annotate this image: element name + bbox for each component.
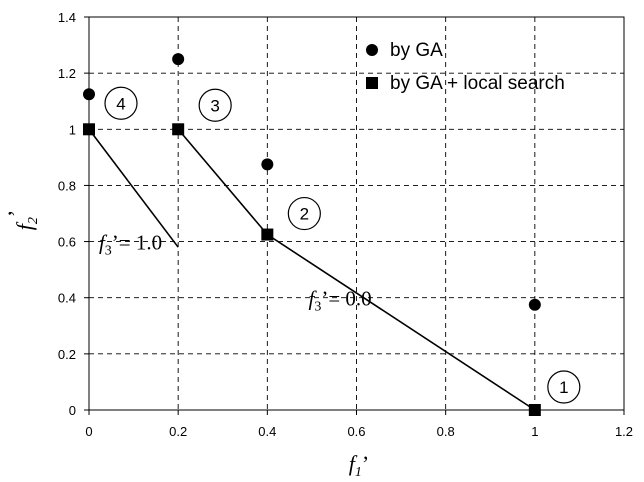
grid-lines <box>89 17 624 410</box>
x-tick-label: 0 <box>85 424 92 439</box>
point-label-circle <box>104 86 138 120</box>
x-tick-label: 0.8 <box>437 424 455 439</box>
point-label-number: 2 <box>300 205 309 224</box>
data-point-by-ga-local-search <box>528 404 541 416</box>
legend-marker-by-ga <box>366 44 378 56</box>
data-point-by-ga <box>172 53 185 66</box>
point-label-number: 3 <box>210 96 219 115</box>
x-axis-label: f1’ <box>349 451 369 480</box>
data-point-by-ga <box>83 88 95 101</box>
point-labels: 1 2 3 4 <box>104 86 581 404</box>
data-point-by-ga-local-search <box>83 123 95 136</box>
data-point-by-ga-local-search <box>261 228 274 241</box>
y-tick-label: 1 <box>69 122 76 137</box>
pareto-line <box>88 128 179 248</box>
legend-marker-by-ga-local-search <box>366 77 378 89</box>
x-tick-label: 0.4 <box>258 424 276 439</box>
y-tick-labels: 0 0.2 0.4 0.6 0.8 1 1.2 1.4 <box>58 10 76 418</box>
point-label-circle <box>198 88 232 122</box>
constraint-annotation: f3’= 1.0 <box>99 231 162 259</box>
y-tick-label: 1.2 <box>58 66 76 81</box>
point-label-circle <box>287 196 321 231</box>
y-tick-label: 0 <box>69 403 76 418</box>
data-point-by-ga <box>528 298 541 311</box>
y-axis-label: f2’ <box>3 210 41 230</box>
legend: by GA by GA + local search <box>366 40 565 94</box>
x-tick-label: 0.2 <box>169 424 187 439</box>
x-tick-labels: 0 0.2 0.4 0.6 0.8 1 1.2 <box>85 424 633 439</box>
x-tick-label: 0.6 <box>347 424 365 439</box>
constraint-annotation: f3’= 0.0 <box>309 287 372 315</box>
y-tick-label: 0.8 <box>58 178 76 193</box>
y-tick-label: 0.2 <box>58 347 76 362</box>
x-tick-label: 1.2 <box>615 424 633 439</box>
data-point-by-ga-local-search <box>172 123 185 136</box>
y-tick-label: 0.6 <box>58 235 76 250</box>
point-label-number: 4 <box>116 94 125 113</box>
x-tick-label: 1 <box>531 424 538 439</box>
legend-label-by-ga-local-search: by GA + local search <box>390 73 565 94</box>
legend-label-by-ga: by GA <box>390 40 443 61</box>
y-tick-label: 0.4 <box>58 291 76 306</box>
point-label-circle <box>547 370 581 404</box>
y-axis-label-group: f2’ <box>3 210 41 230</box>
pareto-lines <box>88 128 536 411</box>
annotations: f3’= 1.0 f3’= 0.0 <box>99 231 372 315</box>
y-tick-label: 1.4 <box>58 10 76 25</box>
point-label-number: 1 <box>559 378 568 397</box>
data-points <box>83 53 541 416</box>
data-point-by-ga <box>261 158 274 171</box>
